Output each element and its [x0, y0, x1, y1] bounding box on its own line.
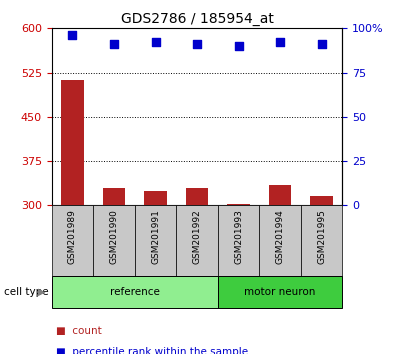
Text: GSM201995: GSM201995 [317, 209, 326, 264]
Bar [227, 204, 250, 205]
Point [194, 41, 200, 47]
Point [69, 33, 76, 38]
Text: GSM201989: GSM201989 [68, 209, 77, 264]
Text: ▶: ▶ [38, 287, 45, 297]
Text: motor neuron: motor neuron [244, 287, 316, 297]
Bar [52, 276, 218, 308]
Bar [61, 80, 84, 205]
Text: reference: reference [110, 287, 160, 297]
Bar [259, 205, 301, 276]
Bar [52, 205, 93, 276]
Point [318, 41, 325, 47]
Text: GSM201990: GSM201990 [109, 209, 119, 264]
Bar [218, 276, 342, 308]
Text: ■  percentile rank within the sample: ■ percentile rank within the sample [56, 347, 248, 354]
Bar [185, 188, 209, 205]
Text: GSM201992: GSM201992 [193, 209, 201, 264]
Bar [93, 205, 135, 276]
Point [235, 43, 242, 49]
Point [152, 40, 159, 45]
Text: GSM201993: GSM201993 [234, 209, 243, 264]
Text: cell type: cell type [4, 287, 49, 297]
Bar [103, 188, 125, 205]
Text: GSM201994: GSM201994 [275, 209, 285, 264]
Bar [176, 205, 218, 276]
Title: GDS2786 / 185954_at: GDS2786 / 185954_at [121, 12, 273, 26]
Text: ■  count: ■ count [56, 326, 101, 336]
Point [111, 41, 117, 47]
Bar [144, 190, 167, 205]
Bar [310, 196, 333, 205]
Bar [135, 205, 176, 276]
Bar [218, 205, 259, 276]
Bar [269, 185, 291, 205]
Point [277, 40, 283, 45]
Bar [301, 205, 342, 276]
Text: GSM201991: GSM201991 [151, 209, 160, 264]
